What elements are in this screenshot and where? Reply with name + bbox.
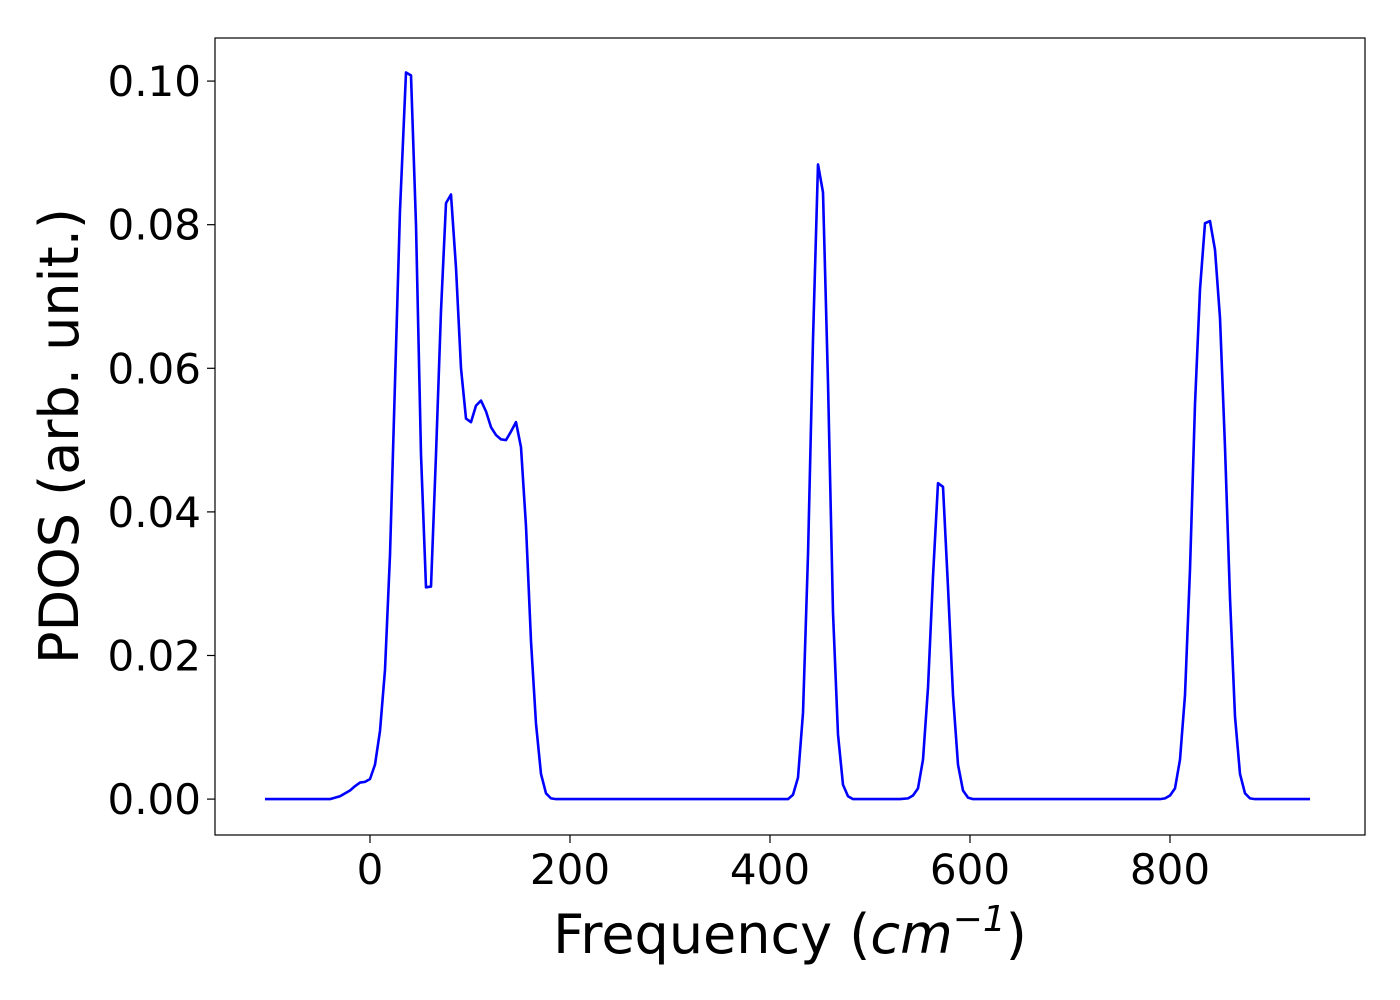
- y-axis-title: PDOS (arb. unit.): [28, 208, 91, 664]
- x-tick-label: 400: [730, 845, 810, 894]
- x-tick-label: 800: [1130, 845, 1210, 894]
- x-axis-title-exponent: −1: [953, 899, 1006, 940]
- x-axis-title: Frequency (cm−1): [553, 899, 1027, 966]
- x-axis-title-text: Frequency (: [553, 903, 870, 966]
- y-tick-label: 0.02: [107, 631, 201, 680]
- x-tick-label: 0: [357, 845, 384, 894]
- plot-marks: [265, 71, 1310, 801]
- x-axis-title-close: ): [1006, 903, 1027, 966]
- series-line-0: [265, 71, 1310, 801]
- y-tick-label: 0.10: [107, 57, 201, 106]
- y-tick-label: 0.08: [107, 201, 201, 250]
- x-ticks: 0 200 400 600 800: [357, 835, 1210, 894]
- axes-frame: [214, 37, 1366, 836]
- y-tick-label: 0.04: [107, 488, 201, 537]
- y-tick-label: 0.06: [107, 344, 201, 393]
- y-ticks: 0.00 0.02 0.04 0.06 0.08 0.10: [107, 57, 215, 824]
- x-tick-label: 600: [930, 845, 1010, 894]
- x-tick-label: 200: [530, 845, 610, 894]
- y-tick-label: 0.00: [107, 775, 201, 824]
- x-axis-title-unit: cm: [870, 903, 952, 966]
